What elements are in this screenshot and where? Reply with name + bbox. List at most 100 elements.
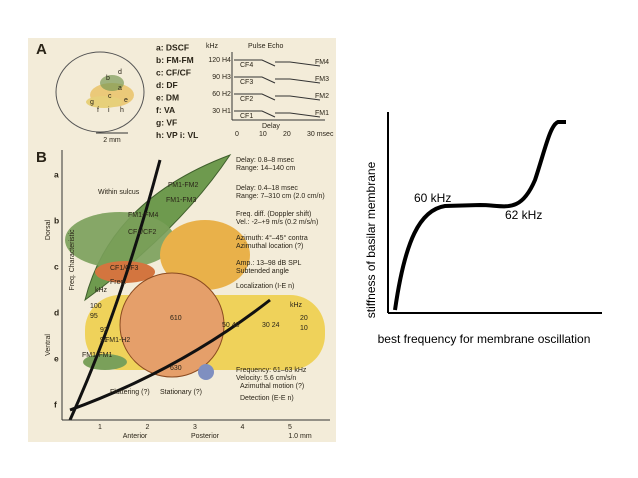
label: CF1/CF3: [110, 265, 139, 272]
label: Freq.: [110, 279, 126, 286]
region: [160, 220, 250, 290]
region: [65, 212, 175, 268]
label: 1.0 mm: [288, 433, 312, 440]
label: CF1: [240, 113, 253, 120]
label: a: [118, 85, 122, 92]
label: Azimuthal location (?): [236, 243, 303, 250]
label: Freq. diff. (Doppler shift): [236, 211, 311, 218]
region: [119, 272, 225, 378]
label: b: [54, 215, 59, 225]
label: Subtended angle: [236, 268, 289, 275]
label: Fluttering (?): [110, 389, 150, 396]
label: Freq. Characteristic: [69, 229, 76, 291]
label: 120: [208, 57, 220, 64]
label: c: CF/CF: [156, 67, 191, 77]
label: 1: [98, 424, 102, 431]
label: FM1-FM4: [128, 212, 158, 219]
label: kHz: [290, 302, 303, 309]
label: 50 40: [222, 322, 240, 329]
label: Azimuth: 4°–45° contra: [236, 234, 308, 242]
label: 60: [212, 91, 220, 98]
label: 90: [212, 74, 220, 81]
label: stiffness of basilar membrane: [364, 161, 378, 318]
region: [198, 364, 214, 380]
region: [86, 96, 122, 108]
label: d: [118, 69, 122, 76]
label: kHz: [206, 43, 219, 50]
label: e: [124, 97, 128, 104]
label: f: VA: [156, 105, 175, 115]
label: FM2: [315, 93, 329, 100]
label: 92: [100, 327, 108, 334]
label: Ventral: [45, 334, 52, 356]
label: 100: [90, 303, 102, 310]
label: B: [36, 149, 47, 166]
label: Delay: [262, 123, 280, 130]
label: 10: [300, 325, 308, 332]
label: kHz: [95, 287, 108, 294]
label: H4: [222, 57, 231, 64]
label: Within sulcus: [98, 189, 140, 196]
label: Delay: 0.4–18 msec: [236, 185, 298, 192]
label: b: [106, 75, 110, 82]
label: 610: [170, 315, 182, 322]
label: Anterior: [123, 433, 148, 440]
label: 4: [241, 424, 245, 431]
label: Pulse Echo: [248, 43, 284, 50]
label: CF3: [240, 79, 253, 86]
label: H2: [222, 91, 231, 98]
label: e: [54, 353, 59, 363]
region: [100, 75, 124, 91]
label: 630: [170, 365, 182, 372]
label: g: VF: [156, 117, 177, 127]
label: Vel.: -2–+9 m/s (0.2 m/s/n): [236, 219, 318, 226]
label: 95: [90, 313, 98, 320]
label: Frequency: 61–63 kHz: [236, 367, 307, 374]
stiffness-curve: [393, 120, 566, 311]
sulcus-line: [69, 298, 271, 412]
label: 30 msec: [307, 131, 334, 138]
region: [95, 261, 155, 283]
label: CF1/CF2: [128, 229, 157, 236]
label: c: [54, 261, 59, 271]
label: FM4: [315, 59, 329, 66]
label: g: [90, 99, 94, 106]
label: 5: [288, 424, 292, 431]
label: 62 kHz: [505, 208, 542, 222]
label: 20: [283, 131, 291, 138]
label: Velocity: 5.6 cm/s/n: [236, 375, 296, 382]
label: 91: [100, 337, 108, 344]
label: H3: [222, 74, 231, 81]
label: Dorsal: [45, 219, 52, 240]
label: Delay: 0.8–8 msec: [236, 157, 294, 164]
label: i: [108, 107, 110, 114]
label: Azimuthal motion (?): [240, 383, 304, 390]
brain-outline: [55, 51, 145, 133]
label: d: [54, 307, 59, 317]
label: Range: 7–310 cm (2.0 cm/n): [236, 193, 325, 200]
label: 10: [259, 131, 267, 138]
label: a: [54, 169, 59, 179]
label: b: FM-FM: [156, 55, 194, 65]
label: A: [36, 41, 47, 58]
label: 2 mm: [103, 137, 121, 144]
label: FM1-FM2: [168, 182, 198, 189]
label: c: [108, 93, 112, 100]
label: 2: [146, 424, 150, 431]
label: 30 24: [262, 322, 280, 329]
label: Posterior: [191, 433, 220, 440]
label: FM1-FM1: [82, 352, 112, 359]
label: Detection (E-E n): [240, 395, 294, 402]
label: Localization (I-E n): [236, 283, 294, 290]
label: CF2: [240, 96, 253, 103]
label: d: DF: [156, 80, 178, 90]
label: FM1-FM3: [166, 197, 196, 204]
label: H1: [222, 108, 231, 115]
label: h: VP i: VL: [156, 130, 198, 140]
label: a: DSCF: [156, 42, 189, 52]
label: Range: 14–140 cm: [236, 165, 295, 172]
label: CF4: [240, 62, 253, 69]
label: f: [54, 399, 57, 409]
label: e: DM: [156, 92, 179, 102]
